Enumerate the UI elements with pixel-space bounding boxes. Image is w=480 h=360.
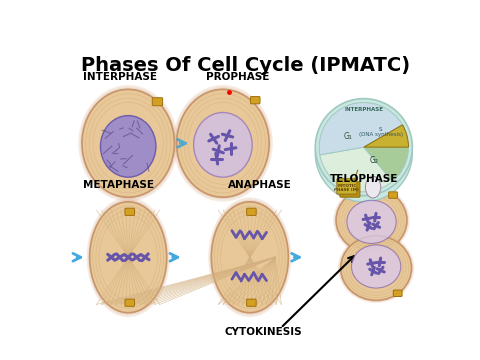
- Ellipse shape: [340, 235, 412, 301]
- Ellipse shape: [82, 89, 174, 197]
- Text: TELOPHASE: TELOPHASE: [330, 174, 398, 184]
- Text: Phases Of Cell Cycle (IPMATC): Phases Of Cell Cycle (IPMATC): [82, 55, 410, 75]
- Ellipse shape: [333, 185, 410, 255]
- Text: ANAPHASE: ANAPHASE: [228, 180, 292, 190]
- Ellipse shape: [211, 202, 288, 313]
- Ellipse shape: [335, 187, 408, 254]
- Ellipse shape: [86, 197, 170, 317]
- Text: MITOTIC
PHASE (M): MITOTIC PHASE (M): [335, 184, 360, 192]
- Ellipse shape: [90, 202, 167, 313]
- FancyBboxPatch shape: [389, 192, 397, 198]
- FancyBboxPatch shape: [393, 290, 402, 297]
- Text: CYTOKINESIS: CYTOKINESIS: [225, 327, 302, 337]
- Ellipse shape: [336, 188, 407, 253]
- Text: PROPHASE: PROPHASE: [206, 72, 269, 82]
- Ellipse shape: [341, 236, 411, 300]
- Text: S
(DNA synthesis): S (DNA synthesis): [359, 127, 403, 138]
- FancyBboxPatch shape: [125, 299, 134, 306]
- Wedge shape: [364, 125, 408, 181]
- Ellipse shape: [177, 89, 269, 197]
- Text: INTERPHASE: INTERPHASE: [344, 107, 384, 112]
- Ellipse shape: [208, 197, 291, 317]
- Ellipse shape: [351, 245, 401, 288]
- Text: G₂: G₂: [370, 156, 379, 165]
- Ellipse shape: [80, 87, 176, 199]
- Ellipse shape: [100, 116, 156, 177]
- FancyBboxPatch shape: [152, 98, 163, 106]
- Ellipse shape: [338, 233, 414, 303]
- FancyBboxPatch shape: [125, 208, 134, 215]
- FancyBboxPatch shape: [247, 299, 256, 306]
- Ellipse shape: [365, 176, 381, 198]
- Ellipse shape: [210, 199, 290, 315]
- Ellipse shape: [173, 85, 273, 202]
- Text: G₁: G₁: [344, 132, 353, 141]
- Ellipse shape: [336, 188, 408, 253]
- Ellipse shape: [176, 89, 270, 198]
- Ellipse shape: [339, 234, 413, 302]
- Text: INTERPHASE: INTERPHASE: [83, 72, 157, 82]
- Ellipse shape: [78, 85, 178, 202]
- FancyBboxPatch shape: [247, 208, 256, 215]
- Text: METAPHASE: METAPHASE: [83, 180, 154, 190]
- FancyBboxPatch shape: [340, 182, 360, 197]
- Wedge shape: [364, 125, 408, 147]
- FancyBboxPatch shape: [251, 96, 260, 104]
- FancyBboxPatch shape: [337, 179, 357, 194]
- Wedge shape: [319, 103, 403, 155]
- Ellipse shape: [88, 199, 168, 315]
- Ellipse shape: [211, 201, 289, 313]
- Ellipse shape: [82, 89, 175, 198]
- Ellipse shape: [175, 87, 271, 199]
- Ellipse shape: [89, 201, 167, 313]
- Wedge shape: [320, 147, 393, 192]
- Ellipse shape: [347, 200, 396, 243]
- Ellipse shape: [315, 105, 412, 202]
- Ellipse shape: [315, 99, 412, 195]
- Ellipse shape: [193, 112, 252, 177]
